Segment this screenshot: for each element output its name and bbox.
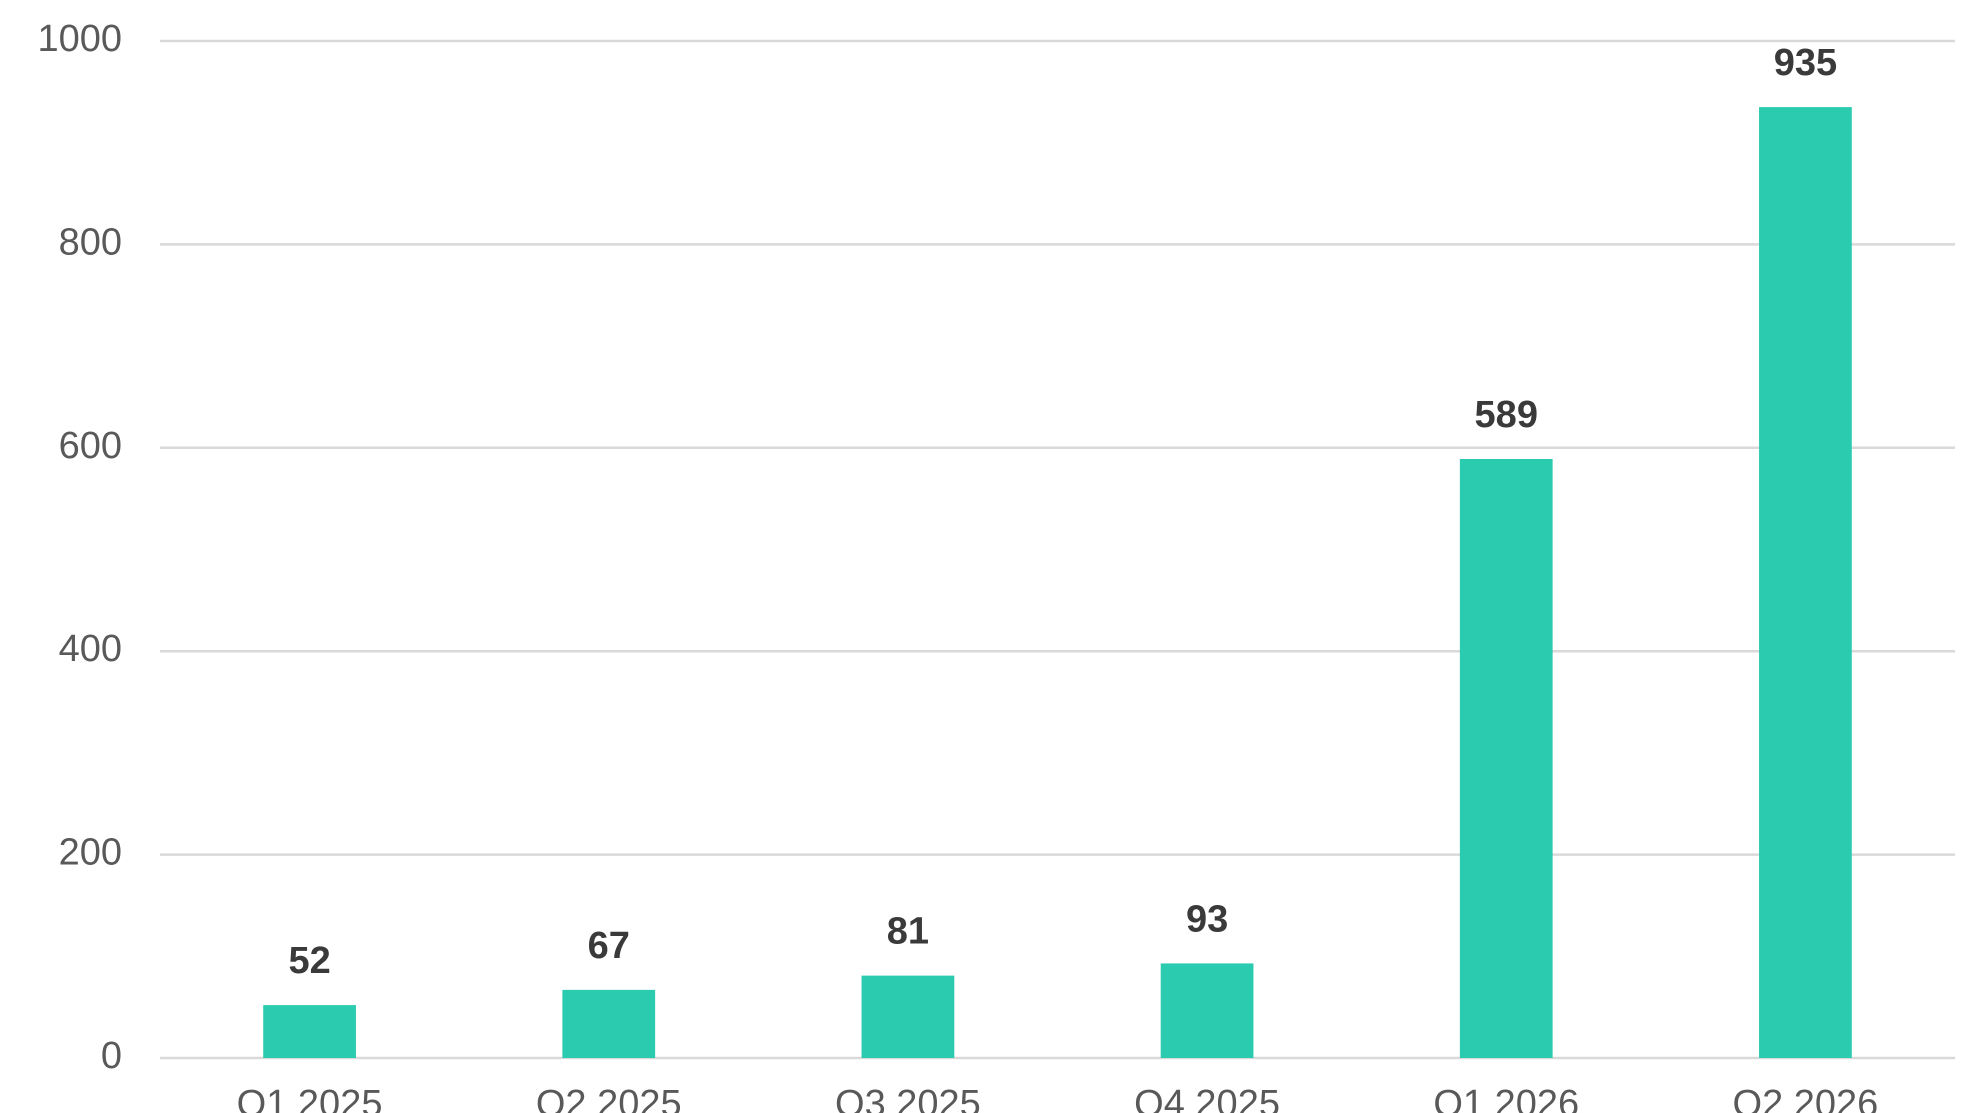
- x-tick-label: Q2 2026: [1733, 1083, 1879, 1113]
- value-label: 935: [1774, 42, 1837, 84]
- y-tick-label: 0: [101, 1035, 122, 1077]
- y-tick-label: 800: [59, 221, 122, 263]
- x-tick-label: Q1 2026: [1433, 1083, 1579, 1113]
- bar: [1459, 458, 1553, 1058]
- bar: [1160, 963, 1254, 1058]
- bar: [1759, 107, 1852, 1059]
- y-tick-label: 200: [59, 832, 122, 874]
- x-tick-label: Q3 2025: [835, 1083, 981, 1113]
- value-label: 81: [887, 911, 929, 953]
- value-label: 67: [588, 925, 630, 967]
- value-label: 589: [1475, 394, 1538, 436]
- value-label: 52: [288, 940, 330, 982]
- x-tick-label: Q2 2025: [536, 1083, 682, 1113]
- y-tick-label: 400: [59, 628, 122, 670]
- y-tick-label: 1000: [37, 18, 122, 60]
- x-tick-label: Q1 2025: [237, 1083, 383, 1113]
- y-tick-label: 600: [59, 425, 122, 467]
- bar: [263, 1005, 356, 1058]
- value-label: 93: [1186, 898, 1228, 940]
- bar: [562, 989, 656, 1058]
- bar: [861, 975, 955, 1058]
- x-tick-label: Q4 2025: [1134, 1083, 1280, 1113]
